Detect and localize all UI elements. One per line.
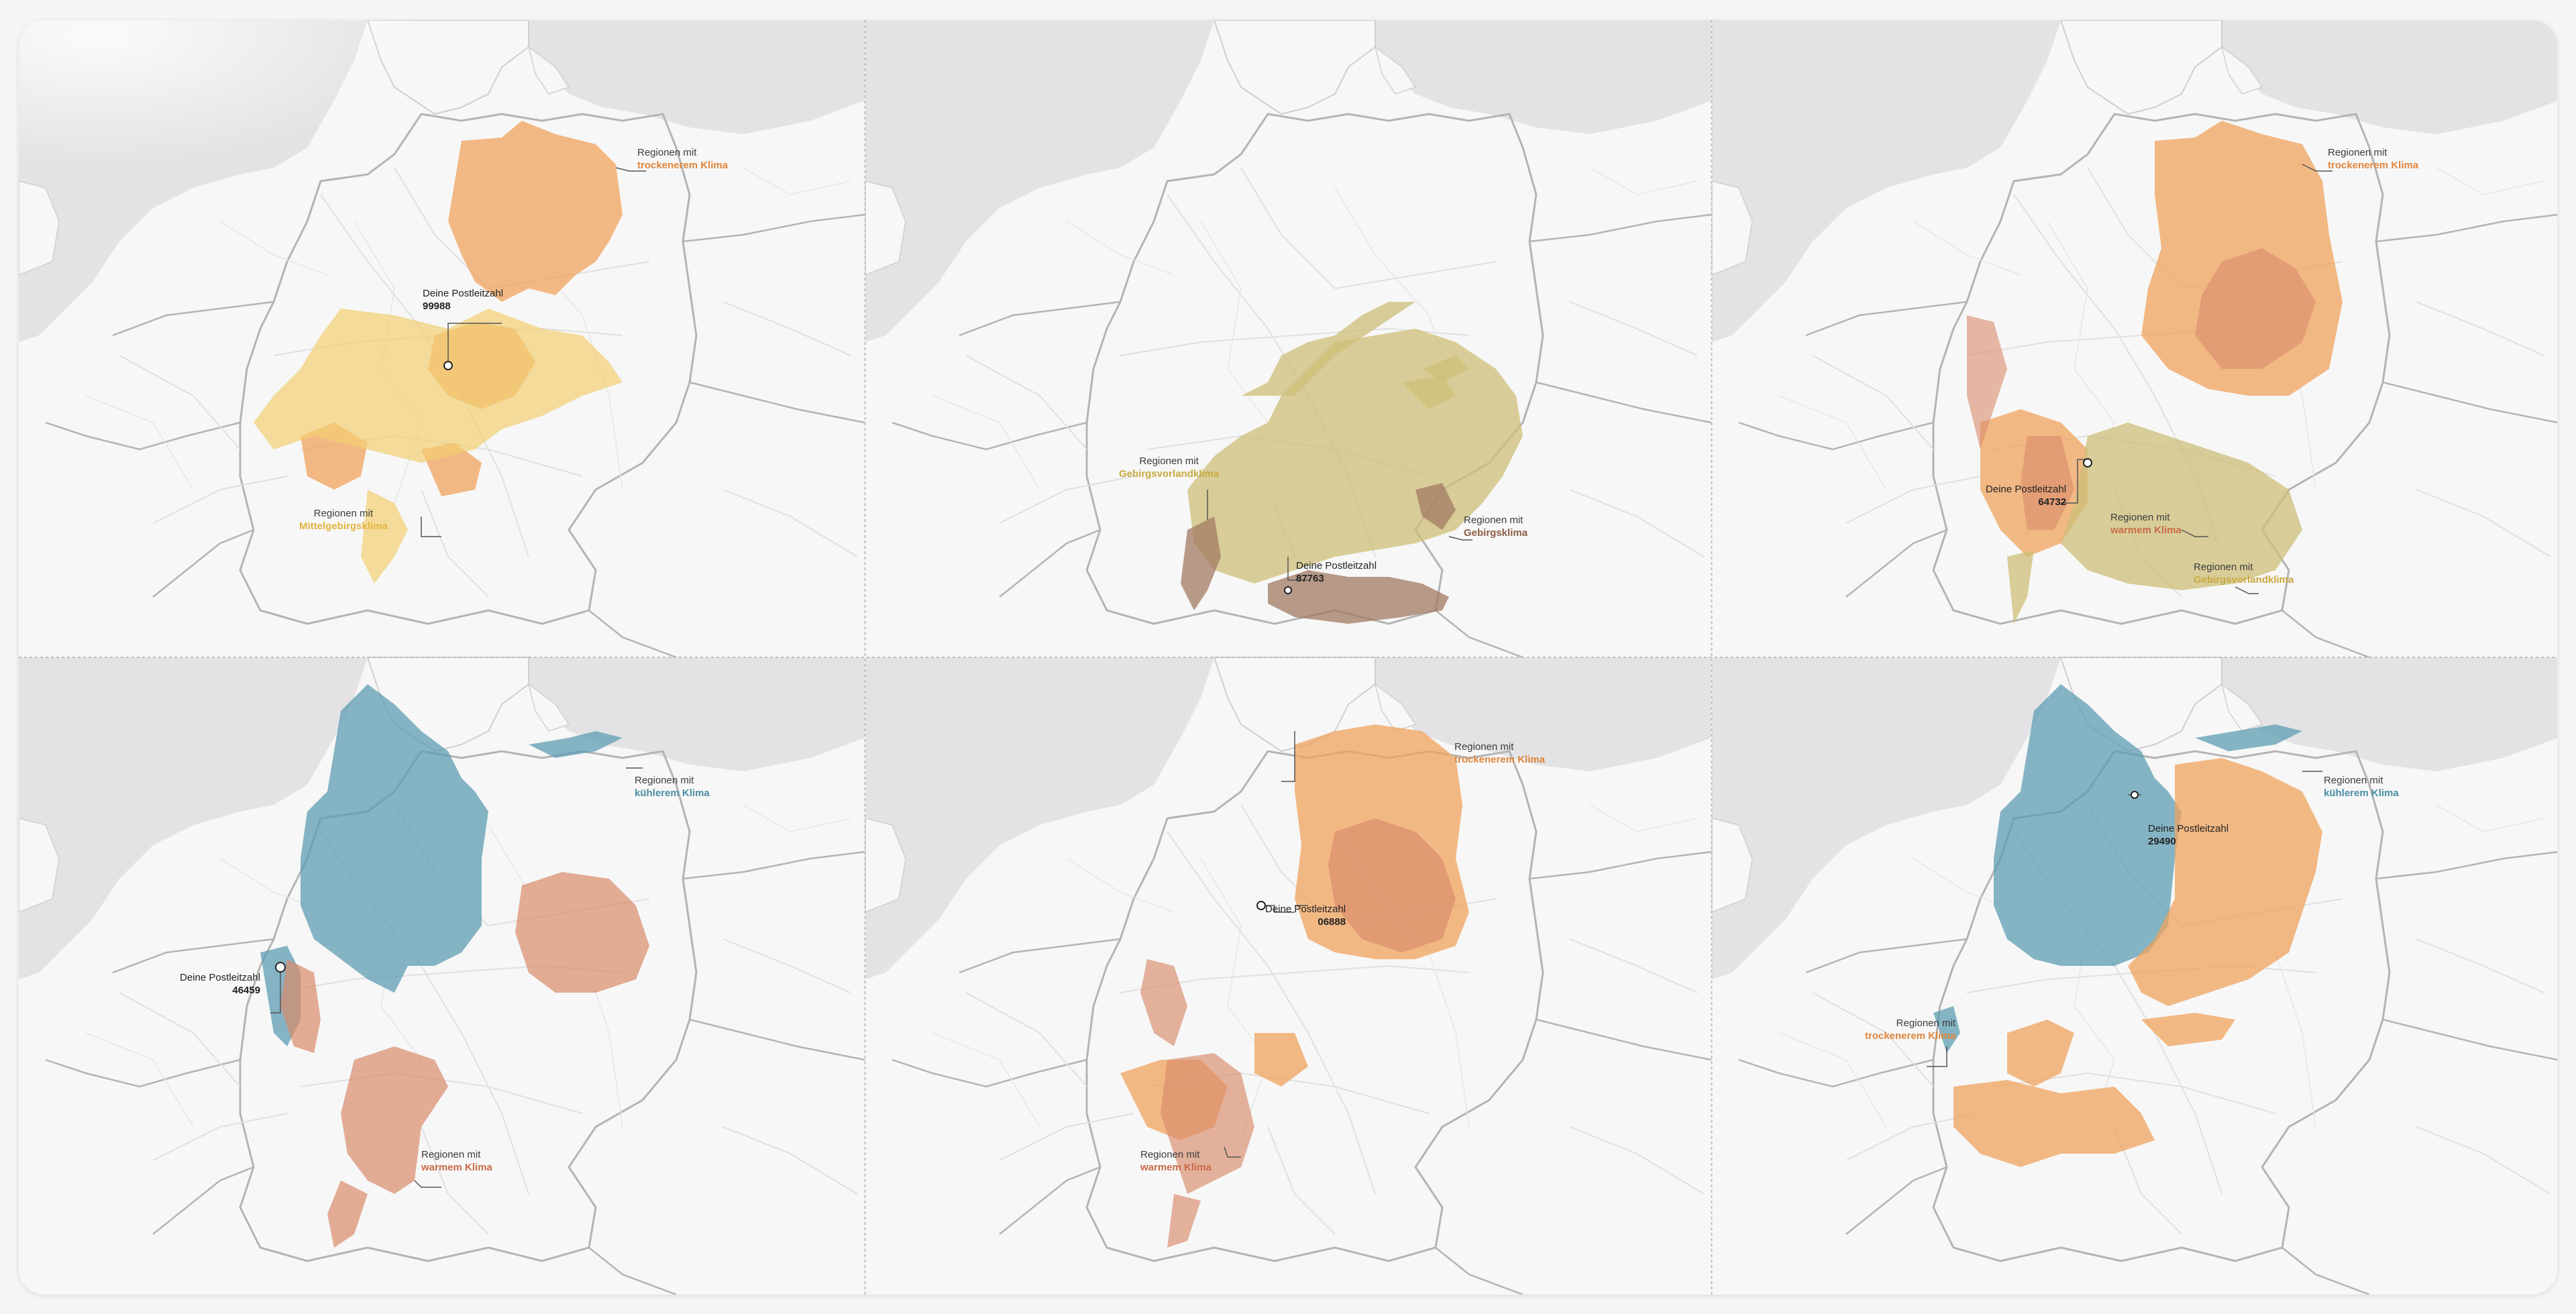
region-label: Regionen mit warmem Klima (421, 1148, 492, 1174)
region-label-line1: Regionen mit (1896, 1018, 1956, 1029)
region-cooler (1933, 684, 2302, 1053)
region-label-line1: Regionen mit (635, 775, 694, 786)
region-label: Regionen mit trockenerem Klima (2328, 146, 2418, 172)
region-label-highlight: Gebirgsklima (1464, 527, 1528, 539)
region-label-highlight: Gebirgsvorlandklima (1119, 468, 1220, 480)
region-label-line1: Regionen mit (637, 147, 697, 158)
postcode-value: 06888 (1318, 916, 1346, 928)
postcode-value: 87763 (1296, 573, 1324, 584)
postcode-caption: Deine Postleitzahl (423, 288, 504, 299)
region-label-line1: Regionen mit (1140, 1149, 1200, 1160)
map-grid-svg (19, 20, 2557, 1295)
region-label-highlight: warmem Klima (2110, 525, 2182, 536)
map-panel-4 (19, 656, 866, 1295)
region-label-line1: Regionen mit (1464, 514, 1523, 526)
region-label: Regionen mit Gebirgsklima (1464, 514, 1527, 539)
map-panel-3 (1711, 20, 2557, 659)
region-label-line1: Regionen mit (421, 1149, 481, 1160)
region-label-line1: Regionen mit (1139, 455, 1199, 467)
region-label-line1: Regionen mit (313, 508, 374, 519)
map-panel-1 (19, 20, 866, 659)
postcode-label: Deine Postleitzahl 99988 (423, 287, 503, 313)
region-label: Regionen mit Mittelgebirgsklima (299, 507, 388, 533)
region-label-highlight: kühlerem Klima (2324, 787, 2399, 799)
postcode-label: Deine Postleitzahl 87763 (1296, 559, 1377, 585)
postcode-label: Deine Postleitzahl 64732 (1986, 483, 2066, 508)
region-mountain (1181, 483, 1456, 624)
region-label: Regionen mit trockenerem Klima (637, 146, 728, 172)
postcode-value: 64732 (2038, 496, 2067, 508)
region-label: Regionen mit trockenerem Klima (1865, 1017, 1955, 1042)
region-label-line1: Regionen mit (2194, 561, 2253, 573)
region-label-highlight: Gebirgsvorlandklima (2194, 574, 2294, 586)
postcode-caption: Deine Postleitzahl (1986, 484, 2067, 495)
postcode-label: Deine Postleitzahl 06888 (1265, 903, 1346, 928)
region-label-line1: Regionen mit (1454, 741, 1514, 753)
region-label-highlight: trockenerem Klima (2328, 160, 2419, 171)
postcode-label: Deine Postleitzahl 46459 (180, 971, 260, 997)
region-warmer (1140, 818, 1456, 1248)
region-label-highlight: trockenerem Klima (1454, 754, 1546, 765)
region-label-highlight: trockenerem Klima (637, 160, 729, 171)
region-label: Regionen mit trockenerem Klima (1454, 741, 1545, 766)
region-warmer (1967, 248, 2316, 530)
region-label: Regionen mit warmem Klima (1140, 1148, 1212, 1174)
region-label: Regionen mit kühlerem Klima (2324, 774, 2399, 800)
region-label: Regionen mit kühlerem Klima (635, 774, 710, 800)
region-label: Regionen mit warmem Klima (2110, 511, 2182, 537)
postcode-value: 46459 (232, 985, 261, 996)
postcode-caption: Deine Postleitzahl (1296, 560, 1377, 571)
region-label: Regionen mit Gebirgsvorlandklima (2194, 561, 2294, 586)
region-label-highlight: Mittelgebirgsklima (299, 521, 388, 532)
region-label-line1: Regionen mit (2328, 147, 2387, 158)
corner-fade (19, 20, 421, 168)
region-foothills (2007, 423, 2302, 624)
postcode-value: 99988 (423, 300, 451, 312)
region-warmer (280, 872, 649, 1248)
region-low-mountain (254, 309, 623, 584)
region-label-highlight: kühlerem Klima (635, 787, 710, 799)
region-label-line1: Regionen mit (2324, 775, 2383, 786)
map-panel-2 (864, 20, 1713, 659)
map-grid: Deine Postleitzahl 99988 Regionen mit tr… (19, 20, 2557, 1295)
postcode-caption: Deine Postleitzahl (180, 972, 261, 983)
region-label: Regionen mit Gebirgsvorlandklima (1119, 455, 1219, 480)
postcode-caption: Deine Postleitzahl (1265, 904, 1346, 915)
map-panel-6 (1711, 656, 2557, 1295)
region-label-highlight: warmem Klima (421, 1162, 492, 1173)
postcode-label: Deine Postleitzahl 29490 (2148, 822, 2229, 848)
region-drier (1953, 758, 2322, 1167)
map-panel-5 (864, 656, 1713, 1295)
region-label-highlight: trockenerem Klima (1865, 1030, 1956, 1042)
postcode-caption: Deine Postleitzahl (2148, 823, 2229, 834)
region-label-line1: Regionen mit (2110, 512, 2170, 523)
region-label-highlight: warmem Klima (1140, 1162, 1212, 1173)
postcode-value: 29490 (2148, 836, 2176, 847)
